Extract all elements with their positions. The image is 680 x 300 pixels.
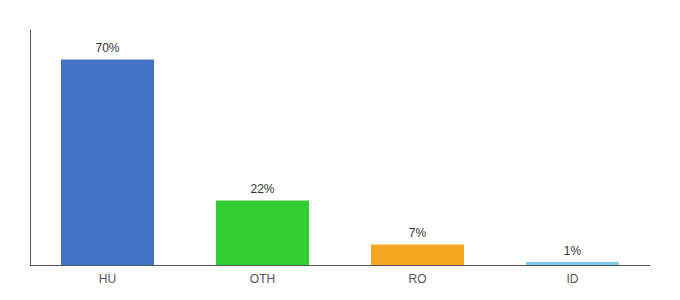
svg-text:RO: RO — [409, 272, 427, 286]
svg-text:OTH: OTH — [250, 272, 275, 286]
svg-text:22%: 22% — [250, 182, 274, 196]
svg-text:7%: 7% — [409, 226, 427, 240]
svg-text:70%: 70% — [95, 41, 119, 55]
svg-text:ID: ID — [567, 272, 579, 286]
svg-text:1%: 1% — [564, 244, 582, 258]
svg-text:HU: HU — [99, 272, 116, 286]
